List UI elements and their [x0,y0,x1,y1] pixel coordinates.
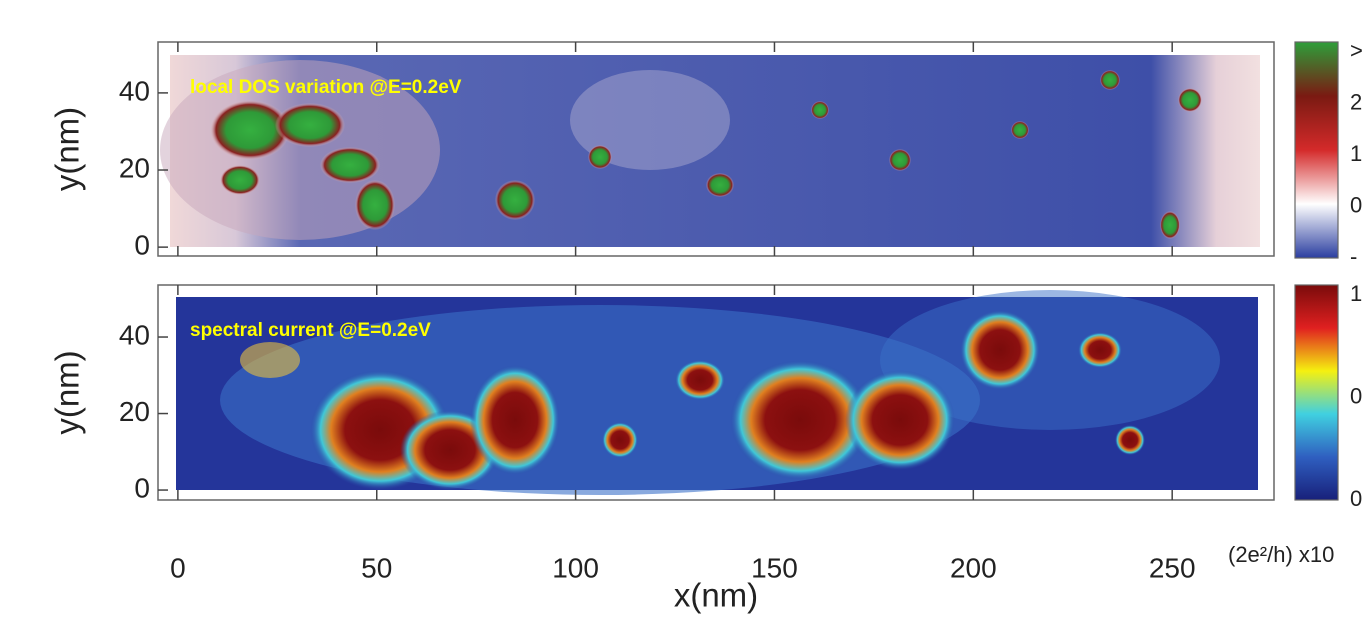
y-tick-label: 20 [119,396,150,427]
colorbar-label: 0 [1350,192,1362,217]
x-tick-label: 0 [170,552,186,583]
heatmap-texture [176,290,1258,495]
colorbar-label: 2 [1350,89,1362,114]
x-tick-label: 100 [552,552,599,583]
x-axis-label: x(nm) [674,577,758,614]
plot-frame [157,284,1275,501]
plot-frame [157,41,1275,257]
colorbar-label: 1 [1350,281,1362,306]
y-axis-label: y(nm) [49,107,86,191]
annotation: spectral current @E=0.2eV [190,320,431,341]
y-tick-label: 20 [119,152,150,183]
x-tick-label: 150 [751,552,798,583]
y-tick-label: 0 [134,472,150,503]
y-tick-label: 40 [119,75,150,106]
colorbar-label: 0 [1350,486,1362,511]
colorbar [1294,284,1339,501]
annotation: local DOS variation @E=0.2eV [190,77,462,98]
colorbar [1294,41,1339,259]
y-tick-label: 0 [134,230,150,261]
colorbar-label: - [1350,244,1357,269]
x-tick-label: 250 [1149,552,1196,583]
heatmap-texture [160,55,1260,247]
colorbar-label: 0 [1350,383,1362,408]
colorbar-label: 1 [1350,141,1362,166]
colorbar-unit: (2e²/h) x10 [1228,542,1334,567]
y-axis-label: y(nm) [49,350,86,434]
colorbar-label: > [1350,38,1363,63]
x-tick-label: 50 [361,552,392,583]
y-tick-label: 40 [119,319,150,350]
x-tick-label: 200 [950,552,997,583]
